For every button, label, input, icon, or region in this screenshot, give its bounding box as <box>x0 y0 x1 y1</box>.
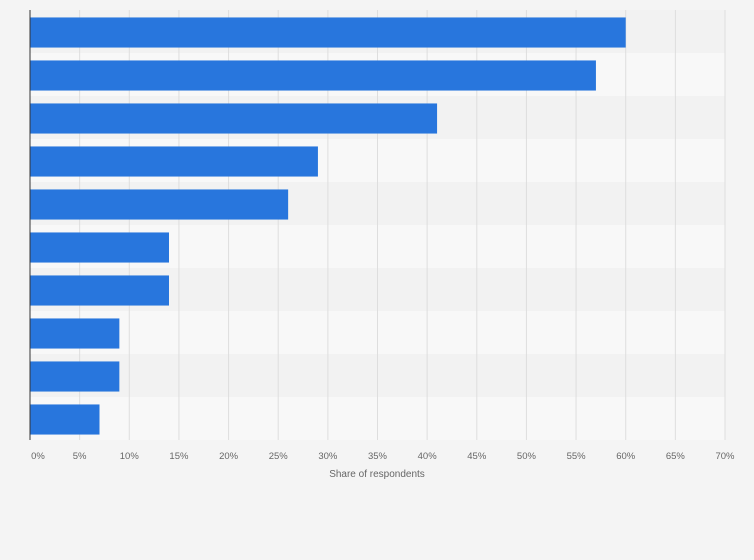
x-tick-label: 50% <box>517 451 537 462</box>
bar <box>30 404 100 435</box>
x-axis-title: Share of respondents <box>329 469 425 480</box>
x-tick-label: 0% <box>31 451 45 462</box>
x-tick-label: 65% <box>666 451 686 462</box>
x-tick-labels: 0% 5% 10% 15% 20% 25% 30% 35% 40% 45% 50% 55% 60% 65%… <box>31 451 735 462</box>
x-tick-label: 15% <box>169 451 189 462</box>
x-tick-label: 60% <box>616 451 636 462</box>
x-tick-label: 20% <box>219 451 239 462</box>
bar <box>30 146 318 177</box>
bar <box>30 232 169 263</box>
bar <box>30 275 169 306</box>
bar <box>30 103 438 134</box>
x-tick-label: 10% <box>120 451 140 462</box>
x-tick-label: 30% <box>318 451 338 462</box>
x-tick-label: 25% <box>269 451 289 462</box>
bar <box>30 361 120 392</box>
x-tick-label: 45% <box>467 451 487 462</box>
x-tick-label: 35% <box>368 451 388 462</box>
bar <box>30 60 596 91</box>
x-tick-label: 40% <box>418 451 438 462</box>
x-tick-label: 5% <box>73 451 87 462</box>
bar <box>30 318 120 349</box>
bars <box>30 17 626 435</box>
bar <box>30 17 626 48</box>
x-tick-label: 70% <box>715 451 735 462</box>
bar <box>30 189 289 220</box>
x-tick-label: 55% <box>567 451 587 462</box>
